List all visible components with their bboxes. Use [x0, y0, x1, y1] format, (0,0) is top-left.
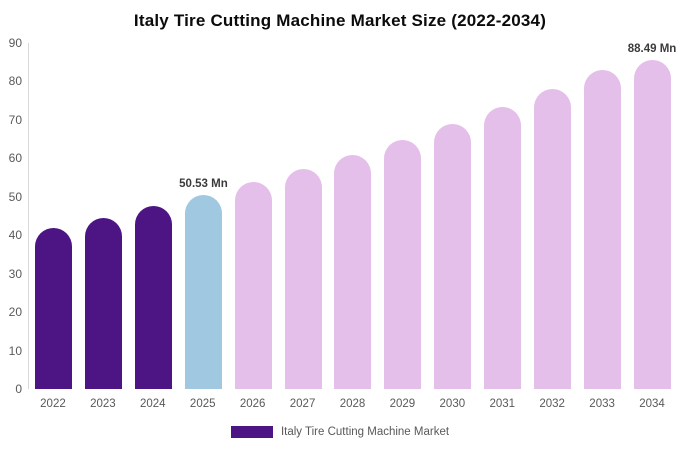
bar-column-2029 — [378, 43, 428, 389]
bar-2026[interactable] — [234, 182, 272, 389]
bar-2033[interactable] — [583, 69, 621, 389]
bar-column-2022 — [29, 43, 79, 389]
bar-2030[interactable] — [434, 123, 472, 389]
bar-column-2025: 50.53 Mn — [179, 43, 229, 389]
bar-2023[interactable] — [85, 217, 123, 389]
bar-2028[interactable] — [334, 154, 372, 389]
bar-2029[interactable] — [384, 139, 422, 389]
chart-title: Italy Tire Cutting Machine Market Size (… — [133, 11, 547, 30]
bar-column-2031 — [478, 43, 528, 389]
bar-column-2028 — [328, 43, 378, 389]
legend-swatch — [230, 426, 273, 438]
y-tick-label: 50 — [8, 189, 22, 204]
bar-column-2027 — [278, 43, 328, 389]
legend-label: Italy Tire Cutting Machine Market — [280, 426, 450, 438]
x-axis: 2022 2023 2024 2025 2026 2027 2028 2029 2030 2031… — [28, 398, 677, 410]
x-axis-label-2034: 2034 — [639, 398, 665, 410]
x-axis-label-2031: 2031 — [489, 398, 516, 410]
x-axis-label-2027: 2027 — [289, 398, 316, 410]
bar-column-2030 — [428, 43, 478, 389]
y-axis: 0 10 20 30 40 50 60 70 80 90 — [0, 36, 22, 396]
bar-column-2033 — [577, 43, 627, 389]
x-axis-label-2030: 2030 — [439, 398, 466, 410]
bar-column-2034: 88.49 Mn — [627, 43, 677, 389]
x-axis-label-2022: 2022 — [40, 398, 66, 410]
bar-2032[interactable] — [533, 88, 571, 389]
x-axis-label-2026: 2026 — [239, 398, 266, 410]
legend-item[interactable]: Italy Tire Cutting Machine Market — [0, 426, 680, 438]
y-tick-label: 60 — [8, 151, 22, 166]
y-tick-label: 10 — [8, 343, 22, 358]
bar-2022[interactable] — [35, 227, 73, 389]
x-axis-label-2028: 2028 — [339, 398, 366, 410]
y-tick-label: 0 — [15, 382, 22, 396]
x-axis-label-2029: 2029 — [389, 398, 416, 410]
y-tick-label: 90 — [8, 36, 22, 50]
x-axis-label-2033: 2033 — [589, 398, 615, 410]
x-axis-label-2023: 2023 — [90, 398, 116, 410]
bar-2027[interactable] — [284, 169, 322, 389]
y-tick-label: 80 — [8, 74, 22, 89]
bars-container: 50.53 Mn 88.49 Mn — [29, 43, 677, 389]
bar-2025[interactable] — [184, 194, 222, 389]
y-tick-label: 30 — [8, 266, 22, 281]
bar-2031[interactable] — [484, 106, 522, 389]
plot-area: 50.53 Mn 88.49 Mn — [28, 43, 677, 389]
x-axis-label-2024: 2024 — [140, 398, 166, 410]
bar-2024[interactable] — [135, 206, 173, 389]
bar-column-2024 — [129, 43, 179, 389]
bar-column-2026 — [228, 43, 278, 389]
y-tick-label: 70 — [8, 112, 22, 127]
x-axis-label-2032: 2032 — [539, 398, 565, 410]
bar-column-2023 — [79, 43, 129, 389]
bar-2034[interactable] — [633, 60, 671, 389]
bar-column-2032 — [527, 43, 577, 389]
y-tick-label: 20 — [8, 305, 22, 320]
y-tick-label: 40 — [8, 228, 22, 243]
x-axis-label-2025: 2025 — [189, 398, 216, 410]
bar-value-label-2025: 50.53 Mn — [179, 177, 228, 190]
bar-value-label-2034: 88.49 Mn — [627, 43, 677, 55]
